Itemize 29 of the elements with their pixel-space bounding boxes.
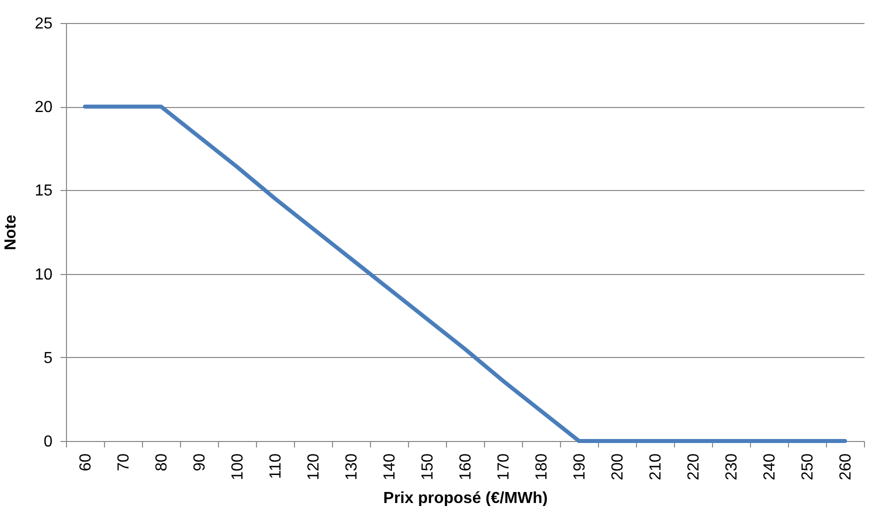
x-tick-label: 130 <box>344 453 360 480</box>
y-axis-title: Note <box>2 214 20 250</box>
x-tick-label: 210 <box>648 453 664 480</box>
x-tick-label: 220 <box>686 453 702 480</box>
x-tick-label: 160 <box>458 453 474 480</box>
y-tick-label: 15 <box>34 182 53 200</box>
y-tick-label: 20 <box>34 99 53 116</box>
x-tick-label: 100 <box>230 453 246 480</box>
x-tick-label: 70 <box>116 453 132 472</box>
x-tick-label: 250 <box>800 453 816 480</box>
y-tick-label: 25 <box>34 16 53 32</box>
x-tick-label: 260 <box>838 453 854 480</box>
x-tick-label: 140 <box>382 453 398 480</box>
x-tick-label: 120 <box>306 453 322 480</box>
x-tick-label: 80 <box>154 453 170 472</box>
line-series <box>83 104 847 443</box>
x-tick-label: 90 <box>192 453 208 472</box>
x-tick-label: 190 <box>572 453 588 480</box>
x-tick-label: 150 <box>420 453 436 480</box>
x-tick-label: 200 <box>610 453 626 480</box>
x-tick-label: 230 <box>724 453 740 480</box>
x-tick-label: 180 <box>534 453 550 480</box>
x-tick-label: 110 <box>268 453 284 480</box>
y-tick-label: 10 <box>34 266 53 284</box>
x-tick-label: 170 <box>496 453 512 480</box>
y-tick-label: 5 <box>44 350 53 367</box>
y-tick-label: 0 <box>44 434 53 450</box>
x-tick-label: 60 <box>78 453 94 472</box>
x-tick-label: 240 <box>762 453 778 480</box>
